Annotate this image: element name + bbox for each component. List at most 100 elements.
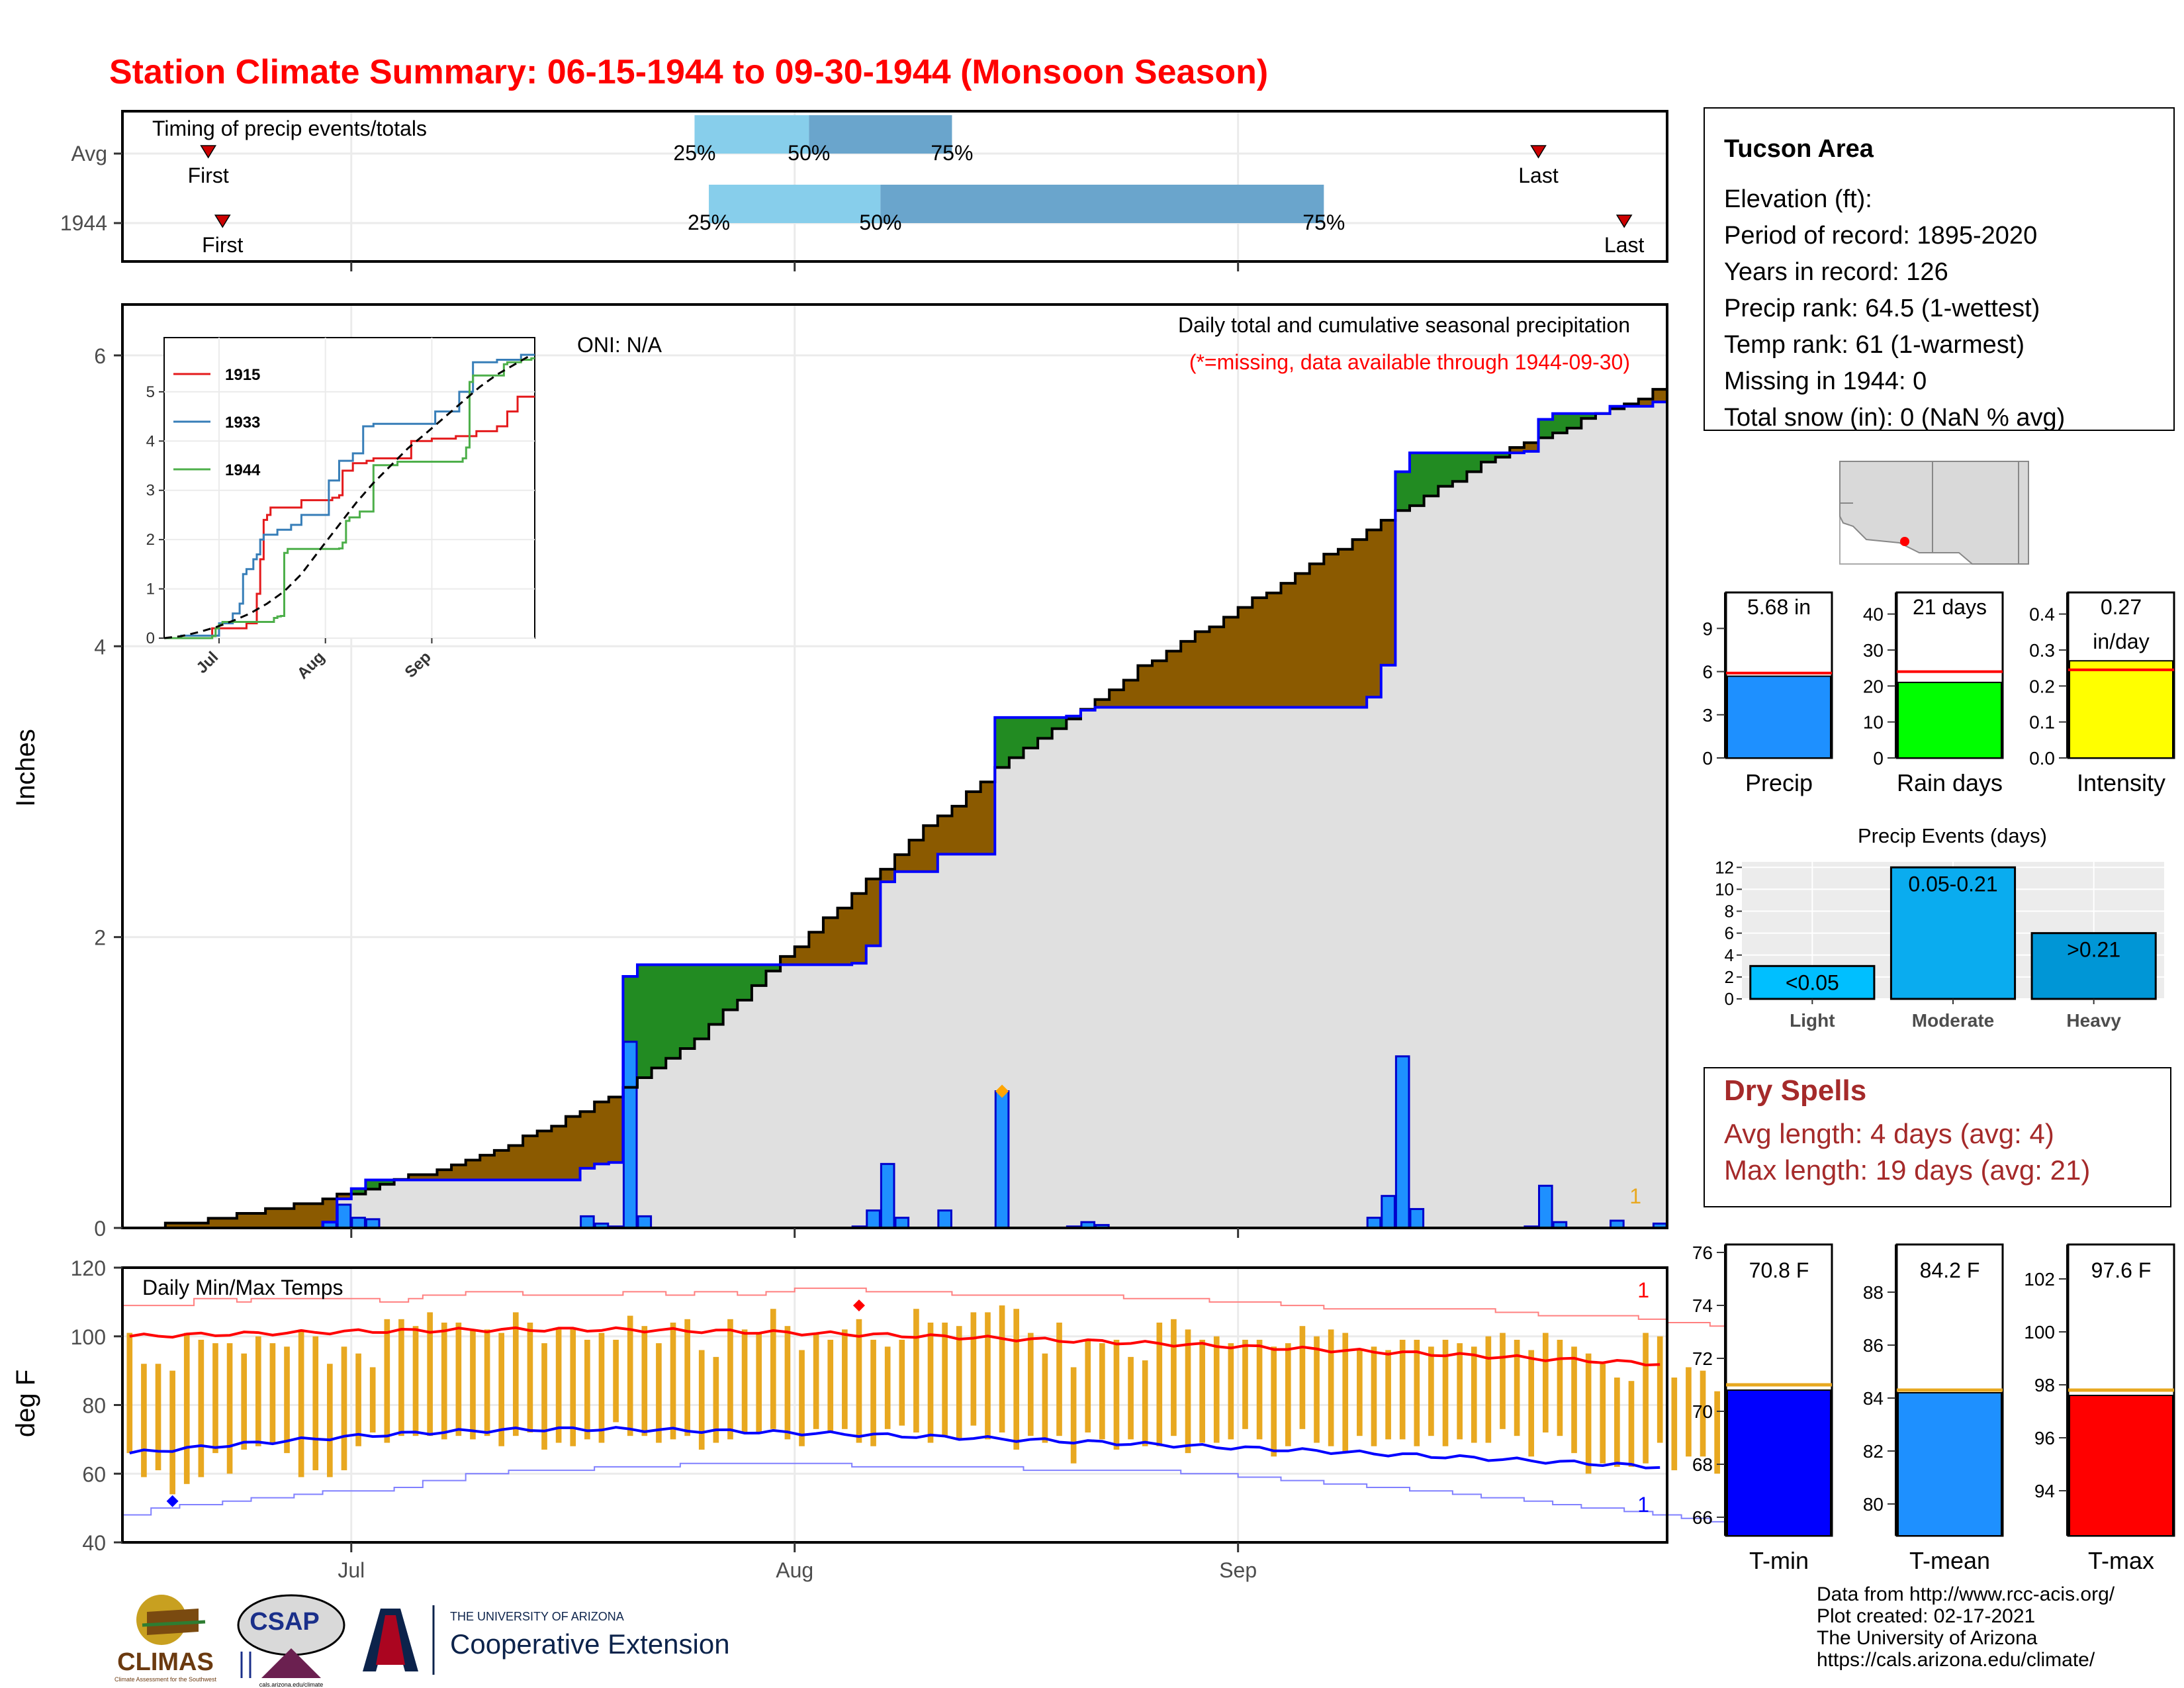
- temp-daily-bar: [1485, 1336, 1492, 1443]
- temp-daily-bar: [1027, 1333, 1034, 1436]
- station-name: Tucson Area: [1724, 135, 1874, 163]
- temp-daily-bar: [870, 1339, 876, 1446]
- temp-daily-bar: [226, 1343, 233, 1474]
- temp-daily-bar: [284, 1346, 290, 1454]
- temp-corner-hi: 1: [1637, 1278, 1649, 1302]
- temp-daily-bar: [1428, 1346, 1434, 1436]
- temp-daily-bar: [598, 1333, 605, 1443]
- temp-bar-category-label: T-max: [2088, 1547, 2154, 1574]
- temp-daily-bar: [1614, 1378, 1620, 1467]
- timing-bars: [200, 115, 1633, 228]
- timing-pct-50: 50%: [788, 141, 830, 165]
- temp-bar-tick-label: 98: [2034, 1375, 2055, 1395]
- temp-corner-lo: 1: [1637, 1493, 1649, 1517]
- precip-y-tick-label: 2: [94, 926, 106, 950]
- temp-daily-bar: [498, 1333, 505, 1446]
- temp-daily-bar: [1457, 1343, 1463, 1440]
- precip-y-tick-label: 0: [94, 1217, 106, 1241]
- mini-bar-category-label: Rain days: [1897, 769, 2003, 796]
- events-y-tick-label: 0: [1725, 989, 1734, 1009]
- temp-daily-bar: [756, 1333, 762, 1432]
- timing-last-label: Last: [1604, 233, 1645, 257]
- temp-daily-bar: [455, 1323, 462, 1436]
- footer-line: Plot created: 02-17-2021: [1817, 1605, 2035, 1627]
- events-x-tick-label: Heavy: [2066, 1010, 2121, 1031]
- daily-precip-bar: [622, 1041, 638, 1229]
- temp-daily-bar: [255, 1336, 261, 1446]
- tmax-avg-line: [129, 1326, 1661, 1367]
- inset-grid: [164, 338, 535, 639]
- temp-daily-bar: [927, 1323, 934, 1443]
- timing-pct-25: 25%: [688, 211, 730, 234]
- temp-x-tick-label: Jul: [338, 1558, 365, 1582]
- temp-daily-bar: [1628, 1381, 1635, 1467]
- mini-bar-tick-label: 0.4: [2029, 604, 2055, 625]
- temp-bar-tick-label: 76: [1692, 1243, 1713, 1263]
- timing-first-marker: [200, 145, 217, 159]
- timing-bar-25-50: [709, 185, 881, 223]
- temp-bar-tick-label: 102: [2024, 1269, 2055, 1289]
- precip-subtitle: (*=missing, data available through 1944-…: [1189, 350, 1630, 374]
- temp-daily-bar: [1285, 1343, 1291, 1446]
- temp-daily-bar: [1085, 1339, 1091, 1432]
- temp-daily-bar: [1671, 1378, 1678, 1471]
- temp-daily-bar: [913, 1309, 919, 1432]
- region-map: [1839, 461, 2029, 565]
- temp-bar-tick-label: 70: [1692, 1401, 1713, 1422]
- timing-panel: Timing of precip events/totals Avg 25% 50%…: [60, 110, 1668, 271]
- temp-daily-bar: [1471, 1346, 1477, 1443]
- temp-daily-bar: [1199, 1339, 1205, 1443]
- temp-daily-bar: [298, 1329, 304, 1477]
- temp-daily-bar: [1643, 1333, 1649, 1464]
- temp-bar-category-label: T-min: [1749, 1547, 1809, 1574]
- ua-logo: THE UNIVERSITY OF ARIZONA Cooperative Ex…: [363, 1605, 730, 1675]
- mini-bar-tick-label: 40: [1863, 604, 1884, 625]
- deficit-area: [122, 389, 1667, 1228]
- temp-daily-bar: [1414, 1339, 1420, 1446]
- mini-bar-tick-label: 20: [1863, 676, 1884, 696]
- temp-daily-bar: [1242, 1339, 1248, 1429]
- station-location-dot: [1900, 537, 1909, 546]
- temp-daily-bar: [484, 1329, 490, 1436]
- temp-bar-t-max: 94 96 98 100 102 97.6 F T-max: [2024, 1243, 2175, 1574]
- mini-bar-tick-label: 0.1: [2029, 712, 2055, 733]
- precip-y-tick-label: 4: [94, 635, 106, 659]
- events-bar-heavy: [2030, 932, 2157, 1000]
- temp-daily-bar: [656, 1343, 662, 1443]
- precip-frame: [121, 303, 1668, 1229]
- events-y-tick-label: 12: [1715, 857, 1734, 877]
- mini-bar-tick-label: 0.3: [2029, 640, 2055, 661]
- events-bar-label: <0.05: [1786, 970, 1839, 994]
- climas-logo: CLIMAS Climate Assessment for the Southw…: [114, 1595, 217, 1683]
- temp-bar-value: [1897, 1392, 2002, 1536]
- temp-daily-bar: [155, 1364, 161, 1471]
- temp-daily-bar: [1571, 1346, 1577, 1454]
- temp-daily-bar: [1070, 1367, 1077, 1464]
- temp-y-tick-label: 100: [71, 1325, 106, 1349]
- temp-daily-bar: [770, 1309, 776, 1429]
- timing-first-label: First: [202, 233, 243, 257]
- precip-y-tick-label: 6: [94, 344, 106, 368]
- inset-y-tick-label: 5: [146, 383, 155, 401]
- temp-daily-bar: [884, 1346, 891, 1429]
- station-box: [1704, 107, 2175, 431]
- temp-bar-tick-label: 72: [1692, 1348, 1713, 1369]
- temp-daily-bar: [999, 1305, 1005, 1432]
- temp-daily-bar: [1256, 1339, 1263, 1440]
- temp-bar-tick-label: 68: [1692, 1454, 1713, 1475]
- temp-daily-bar: [1113, 1339, 1120, 1450]
- temp-daily-bar: [942, 1323, 948, 1436]
- temp-daily-bar: [1585, 1353, 1592, 1474]
- temp-daily-bar: [584, 1339, 590, 1440]
- temp-daily-bar: [541, 1343, 547, 1450]
- footer-line: The University of Arizona: [1817, 1627, 2038, 1649]
- temp-summary-bars: 66 68 70 72 74 76 70.8 F T-min 80 82 84 86 88 84.2 F T…: [1692, 1243, 2175, 1574]
- temp-daily-bar: [441, 1323, 447, 1440]
- inset-y-tick-label: 2: [146, 531, 155, 549]
- temp-daily-bar: [169, 1370, 175, 1495]
- precip-corner-count: 1: [1629, 1184, 1641, 1208]
- mini-bar-rain-days: 0 10 20 30 40 21 days Rain days: [1863, 591, 2004, 796]
- precip-y-axis: 0 2 4 6: [94, 344, 1240, 1241]
